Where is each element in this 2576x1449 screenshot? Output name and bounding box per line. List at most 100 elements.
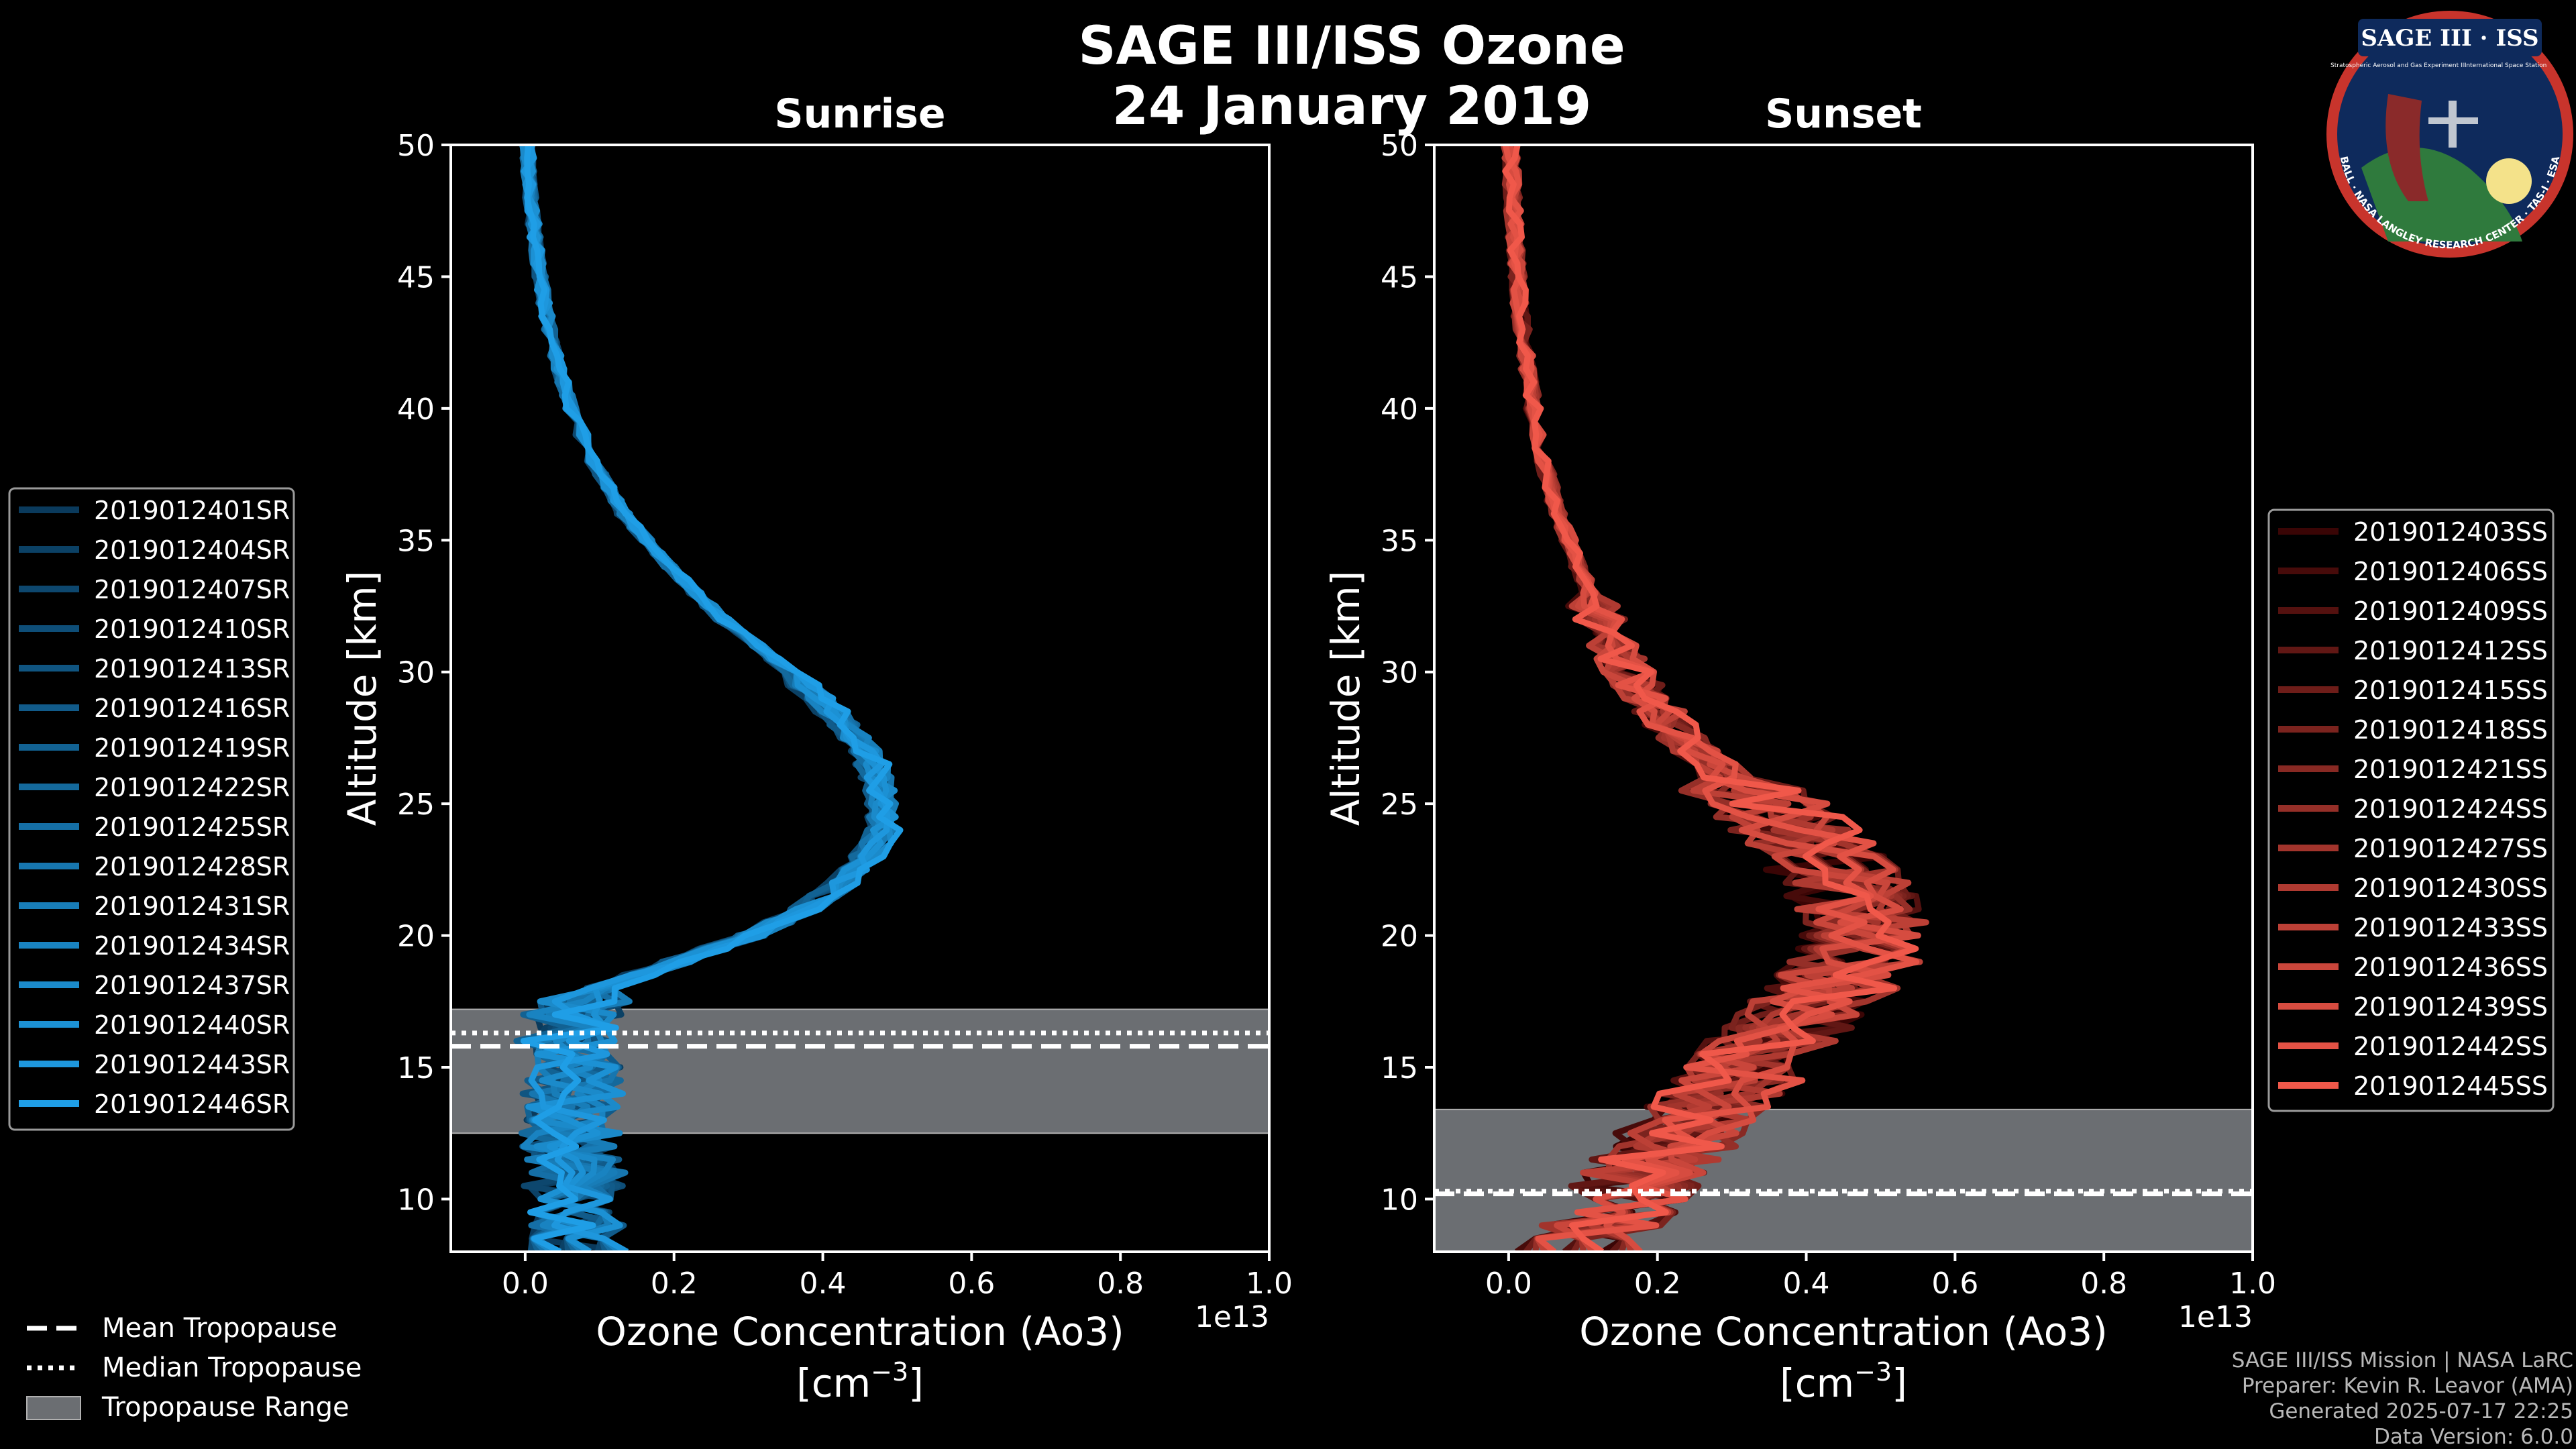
x-tick-label: 1.0 [2229, 1267, 2276, 1301]
sunset-profiles [1500, 145, 1929, 1252]
y-tick-label: 15 [397, 1051, 435, 1085]
legend-label: 2019012415SS [2353, 676, 2548, 705]
credit-line: Preparer: Kevin R. Leavor (AMA) [2242, 1374, 2573, 1398]
legend-label: 2019012439SS [2353, 992, 2548, 1022]
y-tick-label: 15 [1381, 1051, 1418, 1085]
legend-label: 2019012442SS [2353, 1032, 2548, 1061]
tropopause-range-legend-label: Tropopause Range [101, 1392, 350, 1423]
legend-label: 2019012403SS [2353, 517, 2548, 547]
legend-label: 2019012412SS [2353, 636, 2548, 665]
sunset-axes-frame [1433, 144, 2254, 1253]
sunset-y-ticks: 10 15 20 25 30 35 40 45 50 [1381, 129, 1434, 1217]
profile-line-2019012445SS [1502, 145, 1919, 1252]
y-tick-label: 50 [1381, 129, 1418, 163]
figure-date: 24 January 2019 [1112, 76, 1592, 137]
y-tick-label: 40 [397, 392, 435, 427]
x-tick-label: 0.4 [800, 1267, 847, 1301]
sunset-x-unit: [cm−3] [1780, 1357, 1907, 1406]
y-tick-label: 30 [1381, 656, 1418, 690]
legend-label: 2019012433SS [2353, 913, 2548, 943]
legend-label: 2019012422SR [94, 773, 290, 802]
sunrise-title: Sunrise [774, 91, 945, 138]
profile-line-2019012446SR [520, 145, 904, 1252]
y-tick-label: 25 [1381, 788, 1418, 822]
sunset-y-label: Altitude [km] [1323, 571, 1368, 826]
sunset-title: Sunset [1765, 91, 1922, 138]
x-tick-label: 0.8 [1097, 1267, 1144, 1301]
sunrise-x-multiplier: 1e13 [1195, 1300, 1269, 1334]
legend-label: 2019012409SS [2353, 596, 2548, 626]
mean-tropopause-legend-label: Mean Tropopause [102, 1313, 337, 1344]
sunset-legend: 2019012403SS 2019012406SS 2019012409SS 2019… [2267, 508, 2555, 1112]
legend-label: 2019012401SR [94, 496, 290, 525]
legend-label: 2019012437SR [94, 971, 290, 1000]
legend-label: 2019012404SR [94, 535, 290, 565]
logo-title: SAGE III · ISS [2361, 25, 2538, 52]
sunrise-x-unit: [cm−3] [796, 1357, 924, 1406]
legend-label: 2019012418SS [2353, 715, 2548, 745]
figure-title: SAGE III/ISS Ozone [1078, 16, 1625, 76]
credit-line: Generated 2025-07-17 22:25 [2269, 1399, 2573, 1424]
median-tropopause-legend-label: Median Tropopause [102, 1352, 362, 1383]
sunset-x-ticks: 0.0 0.2 0.4 0.6 0.8 1.0 [1485, 1252, 2276, 1301]
legend-label: 2019012424SS [2353, 794, 2548, 824]
x-tick-label: 0.6 [948, 1267, 995, 1301]
sunrise-x-label: Ozone Concentration (Ao3) [596, 1309, 1124, 1354]
y-tick-label: 50 [397, 129, 435, 163]
sunrise-y-label: Altitude [km] [339, 571, 385, 826]
sunset-x-label: Ozone Concentration (Ao3) [1579, 1309, 2108, 1354]
credit-line: SAGE III/ISS Mission | NASA LaRC [2232, 1348, 2573, 1373]
sage-iii-iss-mission-logo: SAGE III · ISS Stratospheric Aerosol and… [2326, 11, 2573, 258]
x-tick-label: 0.2 [651, 1267, 698, 1301]
legend-frame [2267, 508, 2555, 1112]
sunset-plot-area [1434, 145, 2253, 1252]
legend-label: 2019012407SR [94, 575, 290, 604]
y-tick-label: 10 [1381, 1183, 1418, 1217]
x-tick-label: 0.8 [2080, 1267, 2127, 1301]
y-tick-label: 25 [397, 788, 435, 822]
x-tick-label: 0.0 [502, 1267, 549, 1301]
logo-sun-icon [2486, 158, 2532, 204]
logo-subtitle-left: Stratospheric Aerosol and Gas Experiment… [2330, 62, 2466, 69]
tropopause-legend: Mean Tropopause Median Tropopause Tropop… [26, 1313, 362, 1423]
y-tick-label: 45 [397, 260, 435, 294]
sunrise-panel: 0.0 0.2 0.4 0.6 0.8 1.0 10 15 20 25 30 35 40 45 50 Oz… [339, 129, 1293, 1406]
logo-figure-icon [2385, 94, 2428, 201]
y-tick-label: 45 [1381, 260, 1418, 294]
sunrise-profiles [513, 145, 904, 1252]
credit-line: Data Version: 6.0.0 [2374, 1425, 2573, 1449]
x-tick-label: 0.4 [1783, 1267, 1830, 1301]
legend-label: 2019012434SR [94, 931, 290, 961]
y-tick-label: 20 [1381, 920, 1418, 954]
legend-label: 2019012430SS [2353, 873, 2548, 903]
x-tick-label: 0.0 [1485, 1267, 1532, 1301]
sunrise-x-ticks: 0.0 0.2 0.4 0.6 0.8 1.0 [502, 1252, 1293, 1301]
legend-label: 2019012416SR [94, 694, 290, 723]
sunset-x-multiplier: 1e13 [2178, 1300, 2253, 1334]
tropopause-range-swatch [26, 1396, 81, 1420]
legend-label: 2019012421SS [2353, 755, 2548, 784]
legend-label: 2019012445SS [2353, 1071, 2548, 1101]
legend-label: 2019012446SR [94, 1089, 290, 1119]
y-tick-label: 40 [1381, 392, 1418, 427]
legend-label: 2019012431SR [94, 892, 290, 921]
y-tick-label: 20 [397, 920, 435, 954]
y-tick-label: 35 [397, 524, 435, 558]
legend-label: 2019012410SR [94, 614, 290, 644]
sunrise-legend: 2019012401SR 2019012404SR 2019012407SR 2019… [8, 487, 295, 1131]
y-tick-label: 35 [1381, 524, 1418, 558]
legend-label: 2019012436SS [2353, 953, 2548, 982]
y-tick-label: 30 [397, 656, 435, 690]
legend-label: 2019012419SR [94, 733, 290, 763]
legend-label: 2019012406SS [2353, 557, 2548, 586]
sunrise-y-ticks: 10 15 20 25 30 35 40 45 50 [397, 129, 451, 1217]
x-tick-label: 0.6 [1931, 1267, 1978, 1301]
logo-title-plate [2358, 19, 2542, 56]
credits: SAGE III/ISS Mission | NASA LaRC Prepare… [2232, 1348, 2573, 1449]
legend-label: 2019012443SR [94, 1050, 290, 1079]
logo-station-arm-icon [2428, 117, 2478, 124]
legend-label: 2019012428SR [94, 852, 290, 881]
sunset-panel: 0.0 0.2 0.4 0.6 0.8 1.0 10 15 20 25 30 35 40 45 50 Oz… [1323, 129, 2276, 1406]
legend-label: 2019012440SR [94, 1010, 290, 1040]
